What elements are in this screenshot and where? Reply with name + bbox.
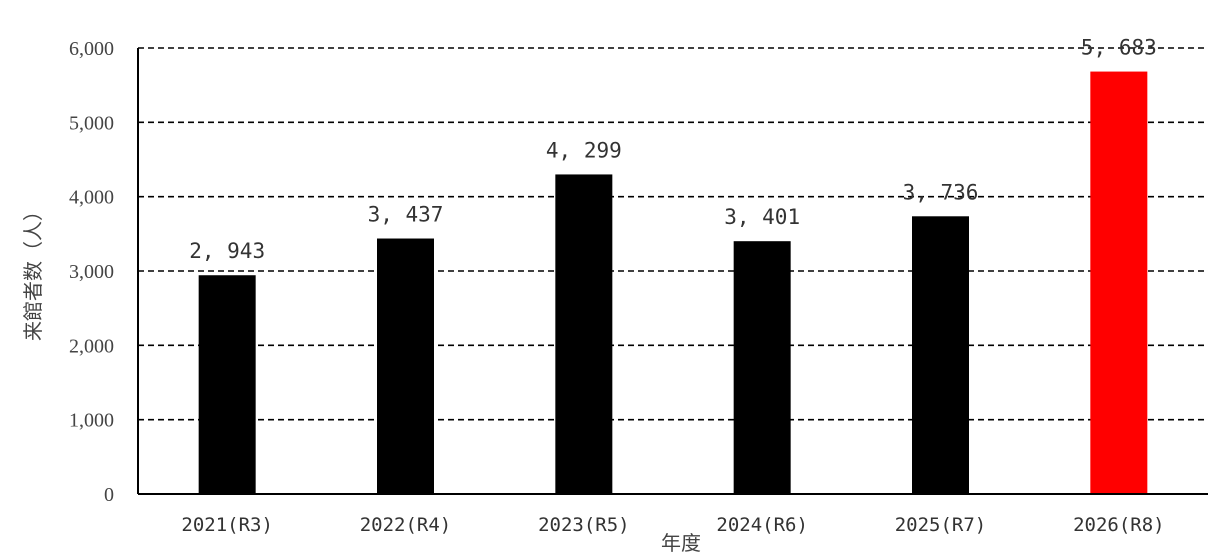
x-tick-label: 2021(R3) (181, 514, 273, 536)
y-tick-label: 6,000 (69, 38, 114, 60)
bar (733, 241, 791, 494)
data-label: 4, 299 (546, 138, 622, 162)
x-tick-label: 2022(R4) (360, 514, 452, 536)
data-label: 3, 437 (368, 203, 444, 227)
data-label: 2, 943 (189, 239, 265, 263)
bars (198, 71, 1148, 495)
bar (555, 174, 613, 495)
y-tick-label: 5,000 (69, 112, 114, 134)
x-tick-label: 2023(R5) (538, 514, 630, 536)
bar (912, 216, 969, 495)
gridlines (138, 47, 1208, 421)
bar (377, 238, 434, 494)
data-labels: 2, 943 3, 437 4, 299 3, 401 3, 736 5, 683 (189, 36, 1157, 264)
bar (198, 275, 256, 494)
y-tick-label: 2,000 (69, 335, 114, 357)
y-tick-label: 3,000 (69, 261, 114, 283)
y-tick-label: 0 (104, 484, 114, 506)
x-tick-label: 2026(R8) (1073, 514, 1165, 536)
y-tick-label: 1,000 (69, 410, 114, 432)
data-label: 3, 401 (724, 205, 800, 229)
x-axis-label: 年度 (661, 531, 701, 552)
x-axis-ticks: 2021(R3) 2022(R4) 2023(R5) 2024(R6) 2025(R7)… (181, 514, 1164, 536)
y-axis-label: 来館者数（人） (21, 201, 45, 341)
data-label: 5, 683 (1081, 36, 1157, 60)
y-axis-ticks: 0 1,000 2,000 3,000 4,000 5,000 6,000 (69, 38, 114, 506)
data-label: 3, 736 (903, 180, 979, 204)
x-tick-label: 2024(R6) (716, 514, 808, 536)
y-tick-label: 4,000 (69, 187, 114, 209)
x-tick-label: 2025(R7) (895, 514, 987, 536)
bar (1090, 71, 1148, 495)
